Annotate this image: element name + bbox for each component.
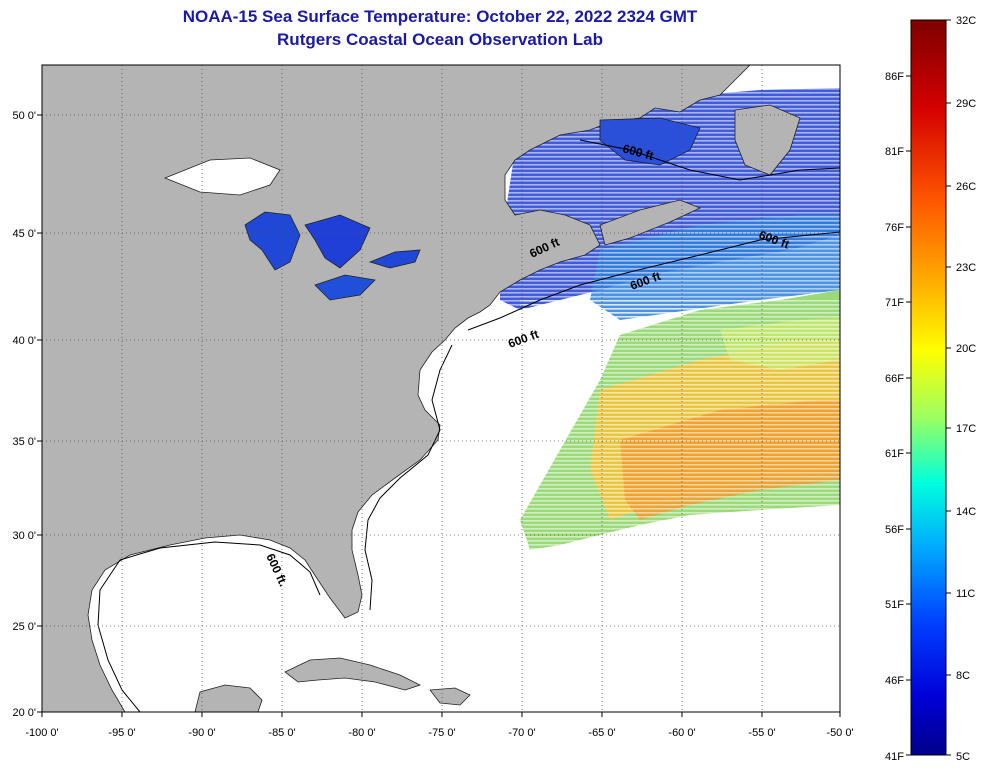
latitude-label: 50 0' <box>12 110 36 122</box>
colorbar-celsius-label: 8C <box>956 670 970 682</box>
hispaniola-land <box>429 687 471 706</box>
great-lakes <box>163 157 421 301</box>
longitude-labels: -100 0' -95 0' -90 0' -85 0' -80 0' -75 0' -70… <box>25 712 854 739</box>
colorbar <box>910 19 947 756</box>
colorbar-celsius-label: 20C <box>956 343 976 355</box>
longitude-label: -80 0' <box>348 727 375 739</box>
colorbar-fahrenheit-label: 41F <box>885 751 904 763</box>
colorbar-fahrenheit-label: 76F <box>885 222 904 234</box>
cuba-land <box>284 657 422 691</box>
colorbar-fahrenheit-label: 86F <box>885 71 904 83</box>
colorbar-celsius-label: 11C <box>956 588 975 600</box>
latitude-label: 35 0' <box>12 436 36 448</box>
colorbar-labels: 86F 81F 76F 71F 66F 61F 56F 51F 46F 41F 32C 29C 26C 2… <box>885 15 976 763</box>
longitude-label: -100 0' <box>25 727 58 739</box>
longitude-label: -75 0' <box>428 727 455 739</box>
latitude-label: 40 0' <box>12 335 36 347</box>
latitude-label: 45 0' <box>12 228 36 240</box>
longitude-label: -70 0' <box>508 727 535 739</box>
colorbar-celsius-label: 32C <box>956 15 976 27</box>
colorbar-fahrenheit-label: 71F <box>885 297 904 309</box>
colorbar-celsius-label: 23C <box>956 262 976 274</box>
latitude-labels: 50 0' 45 0' 40 0' 35 0' 30 0' 25 0' 20 0' <box>12 110 42 719</box>
longitude-label: -55 0' <box>748 727 775 739</box>
longitude-label: -65 0' <box>588 727 615 739</box>
lat-lon-grid <box>42 65 840 712</box>
colorbar-fahrenheit-label: 51F <box>885 599 904 611</box>
colorbar-celsius-label: 14C <box>956 506 976 518</box>
north-america-land <box>42 65 751 712</box>
latitude-label: 20 0' <box>12 707 36 719</box>
longitude-label: -85 0' <box>268 727 295 739</box>
colorbar-fahrenheit-label: 46F <box>885 675 904 687</box>
latitude-label: 25 0' <box>12 621 36 633</box>
map-subtitle: Rutgers Coastal Ocean Observation Lab <box>277 30 603 49</box>
gulf-of-st-lawrence <box>599 117 701 166</box>
longitude-label: -95 0' <box>108 727 135 739</box>
nova-scotia-land <box>599 199 702 246</box>
sst-swath-south <box>520 290 840 550</box>
newfoundland-land <box>734 104 801 176</box>
map-title: NOAA-15 Sea Surface Temperature: October… <box>182 7 698 26</box>
isobath-contours <box>97 139 840 712</box>
colorbar-celsius-label: 26C <box>956 181 976 193</box>
longitude-label: -90 0' <box>188 727 215 739</box>
yucatan-land <box>194 684 263 712</box>
colorbar-celsius-label: 29C <box>956 98 976 110</box>
colorbar-fahrenheit-label: 61F <box>885 448 904 460</box>
colorbar-fahrenheit-label: 66F <box>885 373 904 385</box>
longitude-label: -50 0' <box>826 727 853 739</box>
colorbar-fahrenheit-label: 81F <box>885 146 904 158</box>
latitude-label: 30 0' <box>12 530 36 542</box>
map-frame <box>41 64 841 713</box>
colorbar-celsius-label: 17C <box>956 423 976 435</box>
colorbar-celsius-label: 5C <box>956 751 970 763</box>
longitude-label: -60 0' <box>668 727 695 739</box>
colorbar-fahrenheit-label: 56F <box>885 524 904 536</box>
